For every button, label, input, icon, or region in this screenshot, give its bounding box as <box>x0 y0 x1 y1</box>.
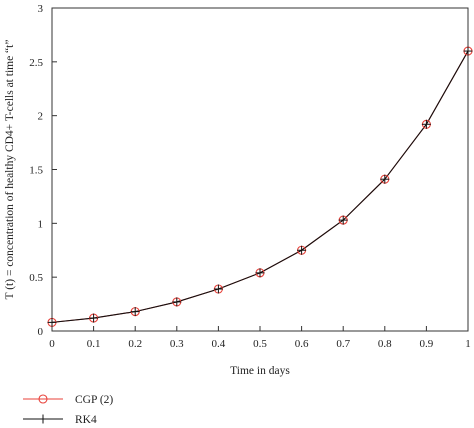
x-tick-label: 0.4 <box>212 338 226 350</box>
y-tick-label: 0 <box>38 326 44 338</box>
data-point-plus <box>213 284 223 294</box>
x-tick-label: 0 <box>49 338 55 350</box>
data-point-plus <box>421 119 431 129</box>
x-tick-label: 0.2 <box>128 338 142 350</box>
data-point-plus <box>47 317 57 327</box>
legend: CGP (2) RK4 <box>23 394 113 426</box>
x-tick-label: 0.1 <box>87 338 101 350</box>
plot-frame <box>51 7 469 332</box>
x-tick-label: 0.5 <box>253 338 267 350</box>
y-tick-label: 1.5 <box>29 165 43 177</box>
x-tick-label: 0.9 <box>420 338 434 350</box>
data-point-plus <box>89 313 99 323</box>
x-axis-label: Time in days <box>230 365 290 377</box>
x-tick-label: 0.6 <box>295 338 309 350</box>
legend-marker-circle <box>38 394 48 404</box>
y-axis-label: T (t) = concentration of healthy CD4+ T-… <box>4 40 16 300</box>
data-point-plus <box>172 297 182 307</box>
data-point-plus <box>297 245 307 255</box>
legend-label-1: RK4 <box>75 414 97 426</box>
legend-label-0: CGP (2) <box>75 394 113 406</box>
x-tick-label: 0.8 <box>378 338 392 350</box>
data-point-plus <box>380 174 390 184</box>
y-tick-label: 3 <box>38 3 44 15</box>
y-tick-label: 2 <box>38 111 44 123</box>
x-tick-label: 0.3 <box>170 338 184 350</box>
data-point-plus <box>130 307 140 317</box>
y-tick-label: 1 <box>38 218 44 230</box>
series-line-0 <box>51 50 469 323</box>
data-point-plus <box>463 46 473 56</box>
x-tick-label: 0.7 <box>336 338 350 350</box>
x-tick-label: 1 <box>465 338 471 350</box>
data-point-plus <box>255 268 265 278</box>
data-point-plus <box>338 215 348 225</box>
series-line-1 <box>51 50 469 323</box>
y-tick-label: 2.5 <box>29 57 43 69</box>
y-tick-label: 0.5 <box>29 272 43 284</box>
